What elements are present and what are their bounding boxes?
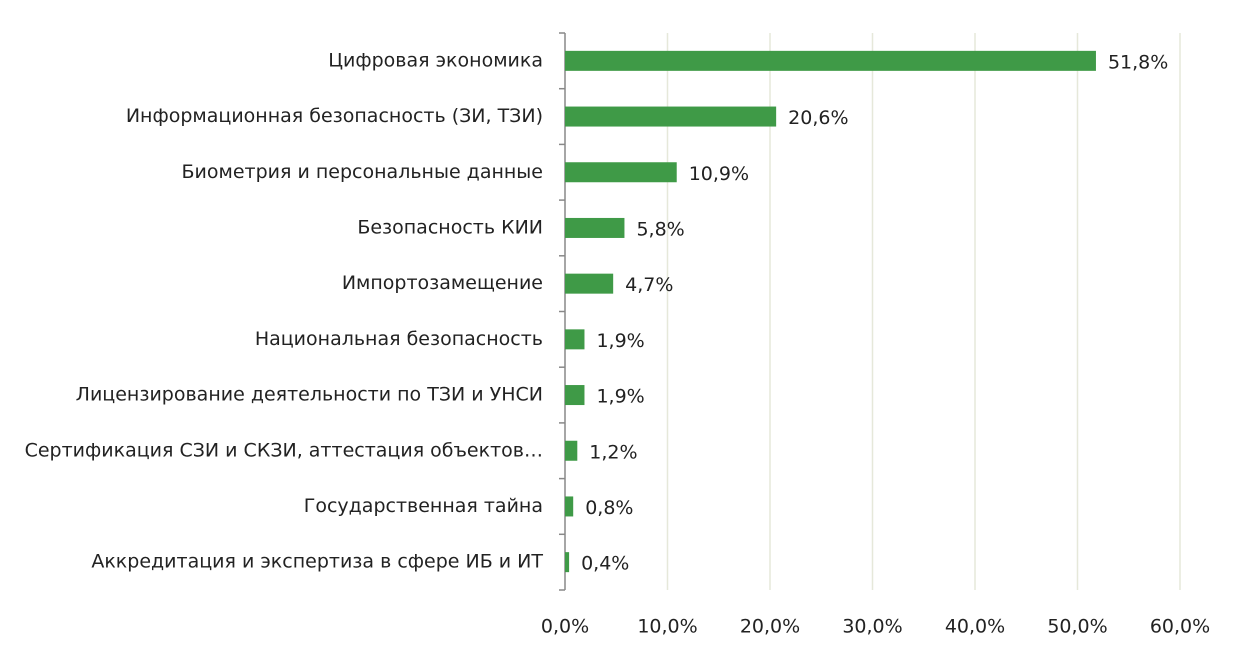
bar <box>565 217 625 238</box>
y-tick-label: Сертификация СЗИ и СКЗИ, аттестация объе… <box>25 439 543 461</box>
y-tick-label: Национальная безопасность <box>255 328 543 350</box>
data-label: 0,8% <box>585 497 633 519</box>
bar <box>565 50 1096 71</box>
y-tick-label: Импортозамещение <box>342 272 543 294</box>
bar <box>565 273 614 294</box>
y-tick-label: Информационная безопасность (ЗИ, ТЗИ) <box>126 105 543 127</box>
bar <box>565 162 677 183</box>
x-tick-label: 40,0% <box>945 616 1005 638</box>
x-tick-label: 0,0% <box>541 616 589 638</box>
data-label: 1,9% <box>596 330 644 352</box>
bar <box>565 106 777 127</box>
data-label: 4,7% <box>625 274 673 296</box>
bar <box>565 440 578 461</box>
data-label: 5,8% <box>636 218 684 240</box>
data-label: 0,4% <box>581 553 629 575</box>
x-tick-label: 30,0% <box>842 616 902 638</box>
data-label: 1,2% <box>589 441 637 463</box>
data-label: 51,8% <box>1108 51 1168 73</box>
bar <box>565 552 570 573</box>
bar <box>565 385 585 406</box>
y-tick-label: Цифровая экономика <box>328 49 543 71</box>
bar <box>565 496 574 517</box>
data-label: 10,9% <box>689 163 749 185</box>
y-tick-label: Аккредитация и экспертиза в сфере ИБ и И… <box>91 551 543 573</box>
y-tick-label: Безопасность КИИ <box>357 216 543 238</box>
y-tick-label: Лицензирование деятельности по ТЗИ и УНС… <box>76 384 543 406</box>
x-tick-label: 50,0% <box>1047 616 1107 638</box>
y-tick-label: Биометрия и персональные данные <box>182 161 543 183</box>
data-label: 1,9% <box>596 386 644 408</box>
bar <box>565 329 585 350</box>
x-tick-label: 20,0% <box>740 616 800 638</box>
x-tick-label: 60,0% <box>1150 616 1210 638</box>
x-tick-label: 10,0% <box>637 616 697 638</box>
data-label: 20,6% <box>788 107 848 129</box>
y-tick-label: Государственная тайна <box>304 495 543 517</box>
